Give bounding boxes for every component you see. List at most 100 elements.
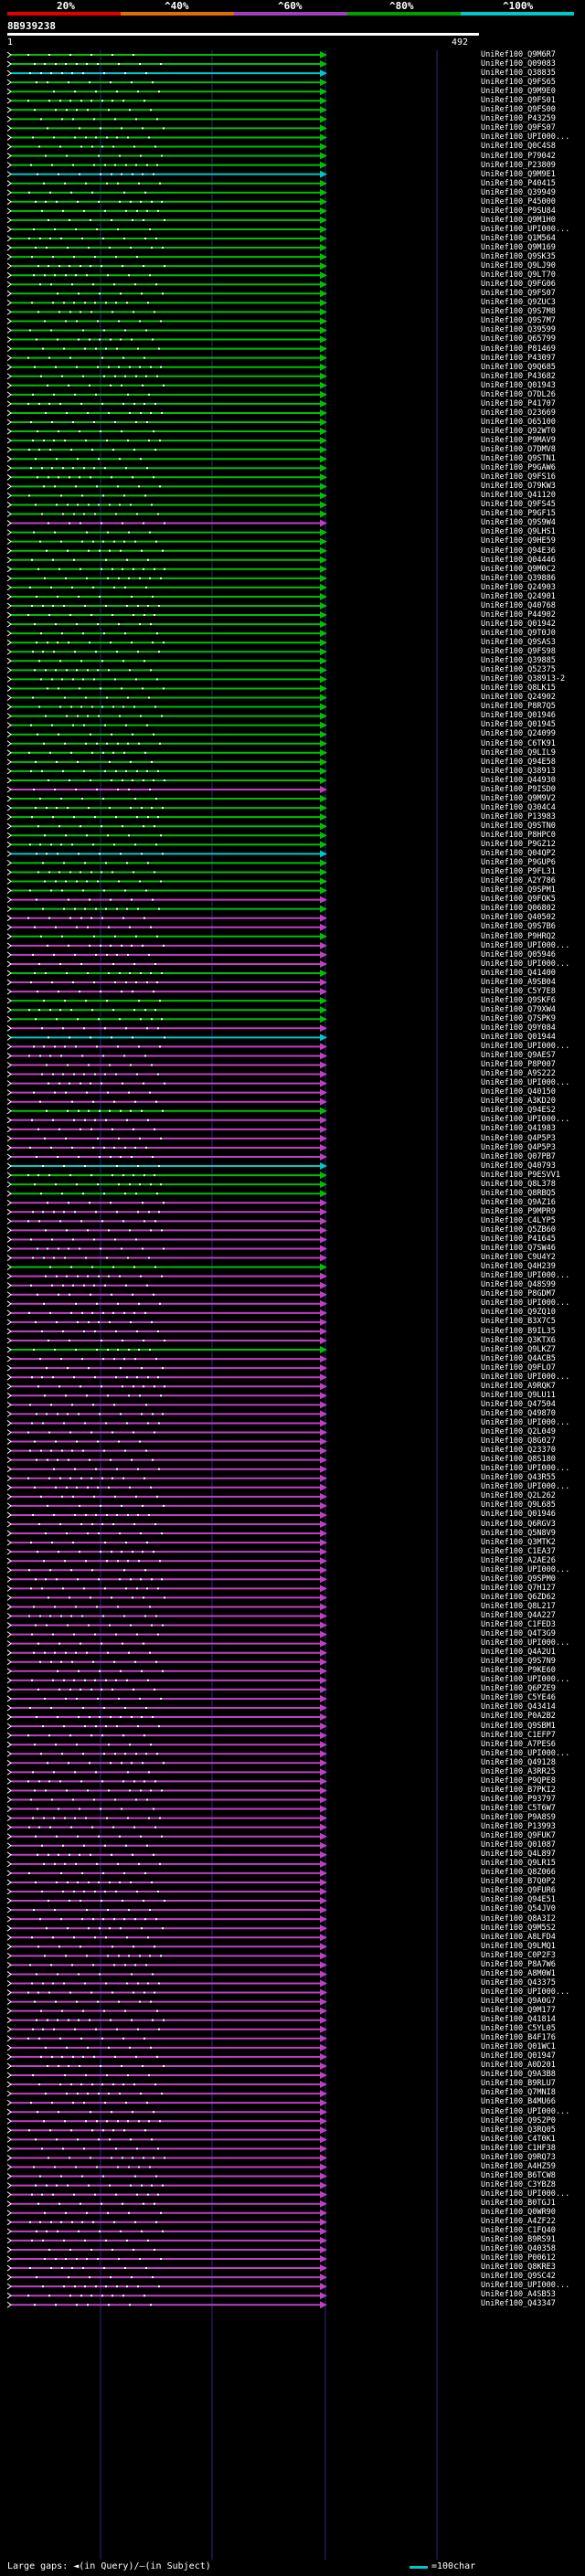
hit-name[interactable]: UniRef100_Q9M9E0 [481, 87, 556, 97]
hit-name[interactable]: UniRef100_Q9S9W4 [481, 518, 556, 528]
hit-name[interactable]: UniRef100_Q4T3G9 [481, 1629, 556, 1639]
hit-name[interactable]: UniRef100_Q09083 [481, 59, 556, 69]
hit-name[interactable]: UniRef100_UPI000... [481, 2281, 570, 2291]
hit-name[interactable]: UniRef100_UPI000... [481, 1464, 570, 1474]
hit-name[interactable]: UniRef100_C9U4Y2 [481, 1253, 556, 1263]
hit-name[interactable]: UniRef100_A4SB53 [481, 2290, 556, 2300]
hit-name[interactable]: UniRef100_P9ISD0 [481, 784, 556, 794]
hit-name[interactable]: UniRef100_Q9FUR6 [481, 1886, 556, 1896]
hit-name[interactable]: UniRef100_Q54JV0 [481, 1904, 556, 1914]
hit-name[interactable]: UniRef100_P23809 [481, 160, 556, 170]
hit-name[interactable]: UniRef100_Q9SPM1 [481, 885, 556, 896]
hit-name[interactable]: UniRef100_A0D201 [481, 2061, 556, 2071]
hit-name[interactable]: UniRef100_C1HF38 [481, 2143, 556, 2153]
hit-name[interactable]: UniRef100_B9RLU7 [481, 2079, 556, 2089]
hit-name[interactable]: UniRef100_P9GUP6 [481, 858, 556, 868]
hit-name[interactable]: UniRef100_Q79XW4 [481, 1004, 556, 1014]
hit-name[interactable]: UniRef100_Q304C4 [481, 802, 556, 812]
hit-name[interactable]: UniRef100_Q04QP2 [481, 849, 556, 859]
hit-name[interactable]: UniRef100_Q9M1H0 [481, 215, 556, 225]
hit-name[interactable]: UniRef100_Q9STN1 [481, 454, 556, 464]
hit-name[interactable]: UniRef100_Q9T0J0 [481, 628, 556, 638]
hit-name[interactable]: UniRef100_Q6ZD62 [481, 1592, 556, 1602]
hit-name[interactable]: UniRef100_A9RQK7 [481, 1381, 556, 1391]
hit-name[interactable]: UniRef100_B7Q0P2 [481, 1877, 556, 1887]
hit-name[interactable]: UniRef100_Q9AZ16 [481, 1197, 556, 1207]
hit-name[interactable]: UniRef100_C1FED3 [481, 1620, 556, 1630]
hit-name[interactable]: UniRef100_UPI000... [481, 1042, 570, 1052]
hit-name[interactable]: UniRef100_Q9LMQ1 [481, 1941, 556, 1951]
hit-name[interactable]: UniRef100_Q9S2P0 [481, 2115, 556, 2125]
hit-name[interactable]: UniRef100_P43097 [481, 353, 556, 363]
hit-name[interactable]: UniRef100_Q41400 [481, 968, 556, 978]
hit-name[interactable]: UniRef100_Q9L685 [481, 1500, 556, 1511]
hit-name[interactable]: UniRef100_UPI000... [481, 1638, 570, 1648]
hit-name[interactable]: UniRef100_Q9LT70 [481, 270, 556, 281]
hit-name[interactable]: UniRef100_Q44930 [481, 775, 556, 785]
hit-name[interactable]: UniRef100_P0A2B2 [481, 1712, 556, 1722]
hit-name[interactable]: UniRef100_P41707 [481, 398, 556, 408]
hit-name[interactable]: UniRef100_Q9HE59 [481, 536, 556, 546]
hit-name[interactable]: UniRef100_Q9FS45 [481, 500, 556, 510]
hit-name[interactable]: UniRef100_Q39949 [481, 187, 556, 197]
hit-name[interactable]: UniRef100_Q8S180 [481, 1455, 556, 1465]
hit-name[interactable]: UniRef100_Q49870 [481, 1408, 556, 1418]
hit-name[interactable]: UniRef100_Q01946 [481, 711, 556, 721]
hit-name[interactable]: UniRef100_Q65799 [481, 334, 556, 345]
hit-name[interactable]: UniRef100_B3X7C5 [481, 1317, 556, 1327]
hit-name[interactable]: UniRef100_B4MU66 [481, 2097, 556, 2107]
hit-name[interactable]: UniRef100_Q9S7B6 [481, 922, 556, 932]
hit-name[interactable]: UniRef100_Q9FS65 [481, 78, 556, 88]
hit-name[interactable]: UniRef100_Q01087 [481, 1840, 556, 1850]
hit-name[interactable]: UniRef100_Q1M564 [481, 233, 556, 243]
hit-name[interactable]: UniRef100_Q6RGV3 [481, 1519, 556, 1529]
hit-name[interactable]: UniRef100_Q01WC1 [481, 2042, 556, 2052]
hit-name[interactable]: UniRef100_UPI000... [481, 133, 570, 143]
hit-name[interactable]: UniRef100_Q40150 [481, 1087, 556, 1097]
hit-name[interactable]: UniRef100_Q6PZE9 [481, 1684, 556, 1694]
hit-name[interactable]: UniRef100_Q7SPK9 [481, 1013, 556, 1023]
hit-name[interactable]: UniRef100_Q3RQ05 [481, 2125, 556, 2135]
hit-name[interactable]: UniRef100_UPI000... [481, 1271, 570, 1281]
hit-name[interactable]: UniRef100_P8A7W6 [481, 1959, 556, 1969]
hit-name[interactable]: UniRef100_Q38835 [481, 69, 556, 79]
hit-name[interactable]: UniRef100_Q39885 [481, 656, 556, 666]
hit-name[interactable]: UniRef100_P40415 [481, 178, 556, 188]
hit-name[interactable]: UniRef100_O79KW3 [481, 482, 556, 492]
hit-name[interactable]: UniRef100_Q9Y084 [481, 1023, 556, 1033]
hit-name[interactable]: UniRef100_P8R7Q5 [481, 702, 556, 712]
hit-name[interactable]: UniRef100_P9GZ12 [481, 840, 556, 850]
hit-name[interactable]: UniRef100_Q07PB7 [481, 1151, 556, 1161]
hit-name[interactable]: UniRef100_Q8KRE3 [481, 2263, 556, 2273]
hit-name[interactable]: UniRef100_P9GF15 [481, 509, 556, 519]
hit-name[interactable]: UniRef100_Q8G027 [481, 1436, 556, 1447]
hit-name[interactable]: UniRef100_C4LYP5 [481, 1215, 556, 1225]
hit-name[interactable]: UniRef100_Q9SKF6 [481, 995, 556, 1005]
hit-name[interactable]: UniRef100_C3YBZ8 [481, 2179, 556, 2189]
hit-name[interactable]: UniRef100_Q9Q685 [481, 362, 556, 372]
hit-name[interactable]: UniRef100_Q9LHS1 [481, 527, 556, 537]
hit-name[interactable]: UniRef100_C1EFP7 [481, 1730, 556, 1740]
hit-name[interactable]: UniRef100_Q4L897 [481, 1850, 556, 1860]
hit-name[interactable]: UniRef100_C1EA37 [481, 1546, 556, 1556]
hit-name[interactable]: UniRef100_Q47504 [481, 1399, 556, 1409]
hit-name[interactable]: UniRef100_Q40768 [481, 600, 556, 610]
hit-name[interactable]: UniRef100_UPI000... [481, 2189, 570, 2199]
hit-name[interactable]: UniRef100_Q4P5P3 [481, 1133, 556, 1143]
hit-name[interactable]: UniRef100_Q9LJ90 [481, 261, 556, 271]
hit-name[interactable]: UniRef100_Q24901 [481, 591, 556, 601]
hit-name[interactable]: UniRef100_Q52375 [481, 665, 556, 675]
hit-name[interactable]: UniRef100_Q9M5S2 [481, 1923, 556, 1933]
hit-name[interactable]: UniRef100_Q04446 [481, 555, 556, 565]
hit-name[interactable]: UniRef100_C6TK91 [481, 738, 556, 748]
hit-name[interactable]: UniRef100_B4F176 [481, 2033, 556, 2043]
hit-name[interactable]: UniRef100_B9IL35 [481, 1326, 556, 1336]
hit-name[interactable]: UniRef100_C4T0K1 [481, 2134, 556, 2144]
hit-name[interactable]: UniRef100_P13983 [481, 811, 556, 822]
hit-name[interactable]: UniRef100_C5YE46 [481, 1693, 556, 1703]
hit-name[interactable]: UniRef100_Q9SC42 [481, 2272, 556, 2282]
hit-name[interactable]: UniRef100_O7DL26 [481, 389, 556, 399]
hit-name[interactable]: UniRef100_UPI000... [481, 1299, 570, 1309]
hit-name[interactable]: UniRef100_P9GAW6 [481, 463, 556, 473]
hit-name[interactable]: UniRef100_P9ESVV1 [481, 1170, 560, 1180]
